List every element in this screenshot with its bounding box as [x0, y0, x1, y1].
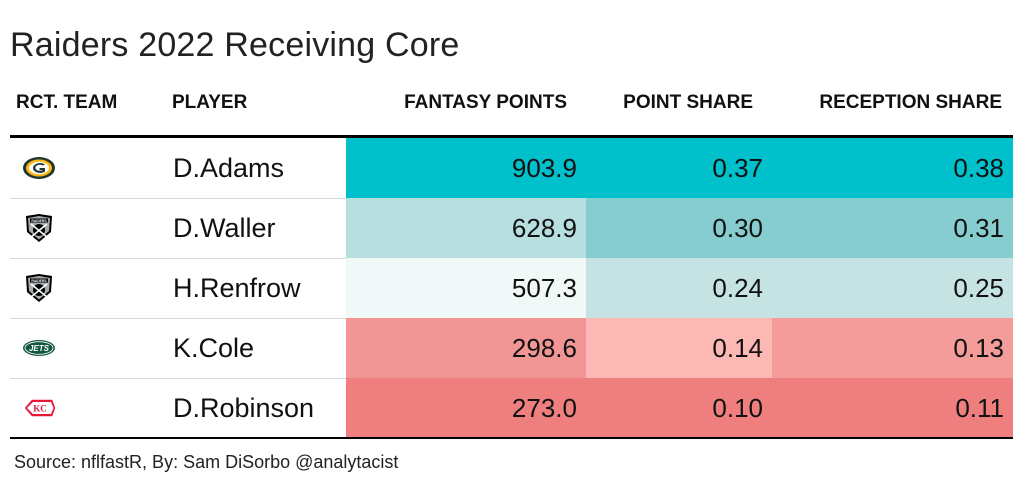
player-name: K.Cole	[173, 333, 255, 363]
point-share-cell: 0.37	[586, 138, 772, 198]
reception-share-cell: 0.38	[772, 138, 1013, 198]
reception-share-cell: 0.11	[772, 378, 1013, 438]
chiefs-logo-icon: KC	[24, 399, 56, 417]
packers-logo-icon	[23, 157, 55, 179]
header-player: PLAYER	[172, 92, 248, 113]
player-name: D.Adams	[173, 153, 285, 183]
reception-share-cell: 0.25	[772, 258, 1013, 318]
table-row: RAIDERS H.Renfrow 507.3 0.24 0.25	[10, 258, 1013, 319]
raiders-logo-icon: RAIDERS	[26, 214, 52, 242]
source-caption: Source: nflfastR, By: Sam DiSorbo @analy…	[14, 452, 399, 472]
team-cell: JETS	[10, 318, 172, 378]
header-fantasy-points: FANTASY POINTS	[404, 92, 567, 113]
fantasy-points-cell: 628.9	[346, 198, 586, 258]
player-name: D.Robinson	[173, 393, 315, 423]
jets-logo-icon: JETS	[23, 340, 55, 356]
svg-text:JETS: JETS	[29, 344, 50, 353]
fantasy-points-cell: 298.6	[346, 318, 586, 378]
chart-title: Raiders 2022 Receiving Core	[10, 26, 460, 64]
reception-share-cell: 0.13	[772, 318, 1013, 378]
header-rule	[10, 135, 1013, 138]
team-cell: RAIDERS	[10, 198, 172, 258]
point-share-cell: 0.10	[586, 378, 772, 438]
raiders-logo-icon: RAIDERS	[26, 274, 52, 302]
reception-share-cell: 0.31	[772, 198, 1013, 258]
point-share-cell: 0.14	[586, 318, 772, 378]
table-row: JETS K.Cole 298.6 0.14 0.13	[10, 318, 1013, 379]
table-bottom-rule	[10, 437, 1013, 439]
fantasy-points-cell: 903.9	[346, 138, 586, 198]
team-cell: RAIDERS	[10, 258, 172, 318]
team-cell: KC	[10, 378, 172, 438]
fantasy-points-cell: 273.0	[346, 378, 586, 438]
svg-text:KC: KC	[33, 404, 47, 414]
header-team: RCT. TEAM	[16, 92, 118, 113]
table-row: D.Adams 903.9 0.37 0.38	[10, 138, 1013, 199]
team-cell	[10, 138, 172, 198]
table-header: RCT. TEAM PLAYER FANTASY POINTS POINT SH…	[0, 92, 1023, 126]
player-name: H.Renfrow	[173, 273, 301, 303]
player-name: D.Waller	[173, 213, 276, 243]
svg-text:RAIDERS: RAIDERS	[31, 219, 47, 223]
header-point-share: POINT SHARE	[623, 92, 753, 113]
point-share-cell: 0.24	[586, 258, 772, 318]
table-row: KC D.Robinson 273.0 0.10 0.11	[10, 378, 1013, 438]
table-row: RAIDERS D.Waller 628.9 0.30 0.31	[10, 198, 1013, 259]
svg-text:RAIDERS: RAIDERS	[31, 279, 47, 283]
fantasy-points-cell: 507.3	[346, 258, 586, 318]
header-reception-share: RECEPTION SHARE	[819, 92, 1002, 113]
point-share-cell: 0.30	[586, 198, 772, 258]
